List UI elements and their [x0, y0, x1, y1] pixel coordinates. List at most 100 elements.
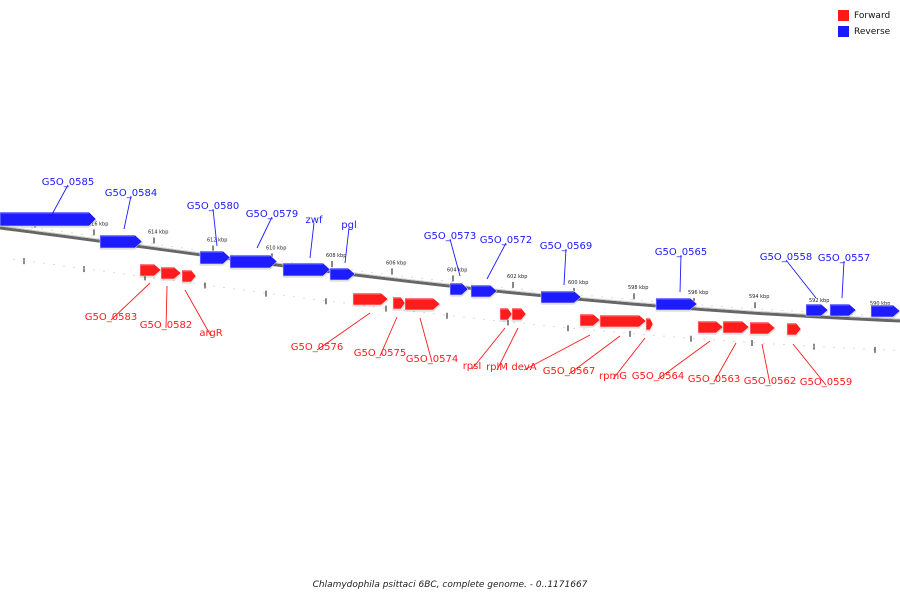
- forward-gene-label-2-leader: [184, 289, 212, 337]
- reverse-gene-3[interactable]: [229, 254, 278, 269]
- forward-gene-label-1-leader: [165, 285, 168, 329]
- tick-label: 614 kbp: [148, 230, 168, 236]
- reverse-gene-10[interactable]: [805, 303, 829, 317]
- tick-label: 598 kbp: [628, 285, 648, 291]
- forward-gene-0[interactable]: [139, 263, 162, 277]
- tick-label: 608 kbp: [326, 253, 346, 259]
- tick-label: 600 kbp: [568, 280, 588, 286]
- forward-gene-label-9-leader: [568, 335, 621, 375]
- legend: Forward Reverse: [838, 10, 900, 38]
- reverse-gene-label-1-leader: [123, 195, 132, 230]
- forward-gene-label-11-leader: [657, 340, 711, 380]
- forward-gene-14[interactable]: [786, 322, 802, 336]
- reverse-gene-8[interactable]: [540, 290, 582, 304]
- forward-gene-label-12-leader: [713, 342, 737, 383]
- tick-label: 612 kbp: [207, 238, 227, 244]
- forward-gene-1[interactable]: [160, 266, 182, 280]
- reverse-gene-label-6-label: G5O_0573: [424, 231, 476, 242]
- tick-label: 606 kbp: [386, 260, 406, 266]
- forward-gene-6[interactable]: [499, 307, 513, 321]
- tick-label: 592 kbp: [809, 298, 829, 304]
- forward-gene-label-13-leader: [761, 343, 771, 385]
- reverse-gene-label-10-leader: [785, 259, 817, 299]
- forward-gene-label-9-label: G5O_0567: [543, 366, 595, 377]
- tick-label: 610 kbp: [266, 245, 286, 251]
- forward-gene-label-11-label: G5O_0564: [632, 371, 684, 382]
- forward-gene-2[interactable]: [181, 269, 197, 283]
- reverse-gene-label-3-label: G5O_0579: [246, 209, 298, 220]
- forward-gene-9[interactable]: [599, 314, 647, 328]
- forward-gene-label-0-label: G5O_0583: [85, 312, 137, 323]
- forward-gene-label-10-leader: [612, 337, 646, 380]
- reverse-gene-label-7-label: G5O_0572: [480, 235, 532, 246]
- reverse-gene-2[interactable]: [199, 250, 231, 265]
- legend-reverse-label: Reverse: [854, 27, 891, 37]
- forward-gene-10[interactable]: [645, 317, 654, 331]
- forward-gene-label-7-label: rplM: [486, 362, 508, 373]
- reverse-gene-label-3-leader: [256, 216, 273, 249]
- forward-gene-label-5-label: G5O_0574: [406, 354, 458, 365]
- reverse-gene-label-0-leader: [49, 184, 69, 219]
- reverse-gene-label-2-label: G5O_0580: [187, 201, 239, 212]
- genome-title: Chlamydophila psittaci 6BC, complete gen…: [313, 580, 588, 590]
- reverse-gene-label-0-label: G5O_0585: [42, 177, 94, 188]
- reverse-gene-label-5-leader: [344, 227, 350, 264]
- reverse-gene-label-8-label: G5O_0569: [540, 241, 592, 252]
- reverse-gene-6[interactable]: [449, 282, 469, 296]
- forward-swatch: [838, 10, 849, 21]
- tick-label: 602 kbp: [507, 274, 527, 280]
- forward-gene-label-3-label: G5O_0576: [291, 342, 343, 353]
- reverse-gene-label-6-leader: [449, 238, 461, 277]
- reverse-gene-label-11-label: G5O_0557: [818, 253, 870, 264]
- reverse-gene-0[interactable]: [0, 211, 97, 227]
- forward-gene-label-10-label: rpmG: [599, 371, 627, 382]
- forward-gene-3[interactable]: [352, 292, 389, 306]
- forward-gene-label-14-label: G5O_0559: [800, 377, 852, 388]
- forward-gene-5[interactable]: [404, 297, 441, 311]
- reverse-gene-label-10-label: G5O_0558: [760, 252, 812, 263]
- reverse-swatch: [838, 26, 849, 37]
- forward-gene-label-4-label: G5O_0575: [354, 348, 406, 359]
- reverse-gene-11[interactable]: [829, 303, 857, 317]
- reverse-gene-label-1-label: G5O_0584: [105, 188, 157, 199]
- forward-gene-label-8-label: devA: [511, 362, 536, 373]
- forward-gene-7[interactable]: [511, 307, 527, 321]
- reverse-gene-9[interactable]: [655, 297, 698, 311]
- tick-label: 604 kbp: [447, 267, 467, 273]
- reverse-gene-4[interactable]: [282, 262, 331, 277]
- reverse-gene-label-11-leader: [841, 260, 845, 299]
- legend-forward-label: Forward: [854, 11, 891, 21]
- forward-gene-label-7-leader: [496, 327, 519, 371]
- forward-gene-label-3-leader: [316, 312, 371, 351]
- forward-gene-4[interactable]: [392, 296, 406, 310]
- forward-gene-label-6-label: rpsI: [463, 361, 482, 372]
- forward-gene-label-13-label: G5O_0562: [744, 376, 796, 387]
- reverse-gene-7[interactable]: [470, 284, 498, 298]
- reverse-gene-1[interactable]: [99, 234, 143, 249]
- reverse-gene-label-8-leader: [563, 248, 567, 286]
- reverse-gene-label-9-label: G5O_0565: [655, 247, 707, 258]
- reverse-gene-label-2-leader: [212, 208, 218, 247]
- forward-gene-label-4-leader: [379, 316, 398, 357]
- forward-gene-label-1-label: G5O_0582: [140, 320, 192, 331]
- reverse-gene-label-9-leader: [679, 254, 682, 293]
- reverse-gene-5[interactable]: [329, 267, 356, 281]
- forward-gene-8[interactable]: [579, 313, 601, 327]
- tick-label: 590 kbp: [870, 301, 890, 307]
- forward-gene-12[interactable]: [722, 320, 750, 334]
- gene-features-layer: [0, 211, 900, 336]
- reverse-gene-label-5-label: pgl: [341, 220, 356, 231]
- forward-gene-label-12-label: G5O_0563: [688, 374, 740, 385]
- tick-label: 616 kbp: [88, 221, 108, 227]
- forward-gene-label-6-leader: [471, 327, 506, 370]
- reverse-gene-label-7-leader: [486, 242, 507, 280]
- forward-gene-label-0-leader: [110, 282, 151, 321]
- reverse-gene-label-4-label: zwf: [306, 215, 323, 226]
- reverse-gene-label-4-leader: [309, 222, 315, 259]
- forward-gene-label-5-leader: [419, 317, 433, 363]
- forward-gene-11[interactable]: [697, 320, 724, 334]
- forward-gene-13[interactable]: [749, 321, 776, 335]
- reverse-gene-12[interactable]: [870, 304, 900, 318]
